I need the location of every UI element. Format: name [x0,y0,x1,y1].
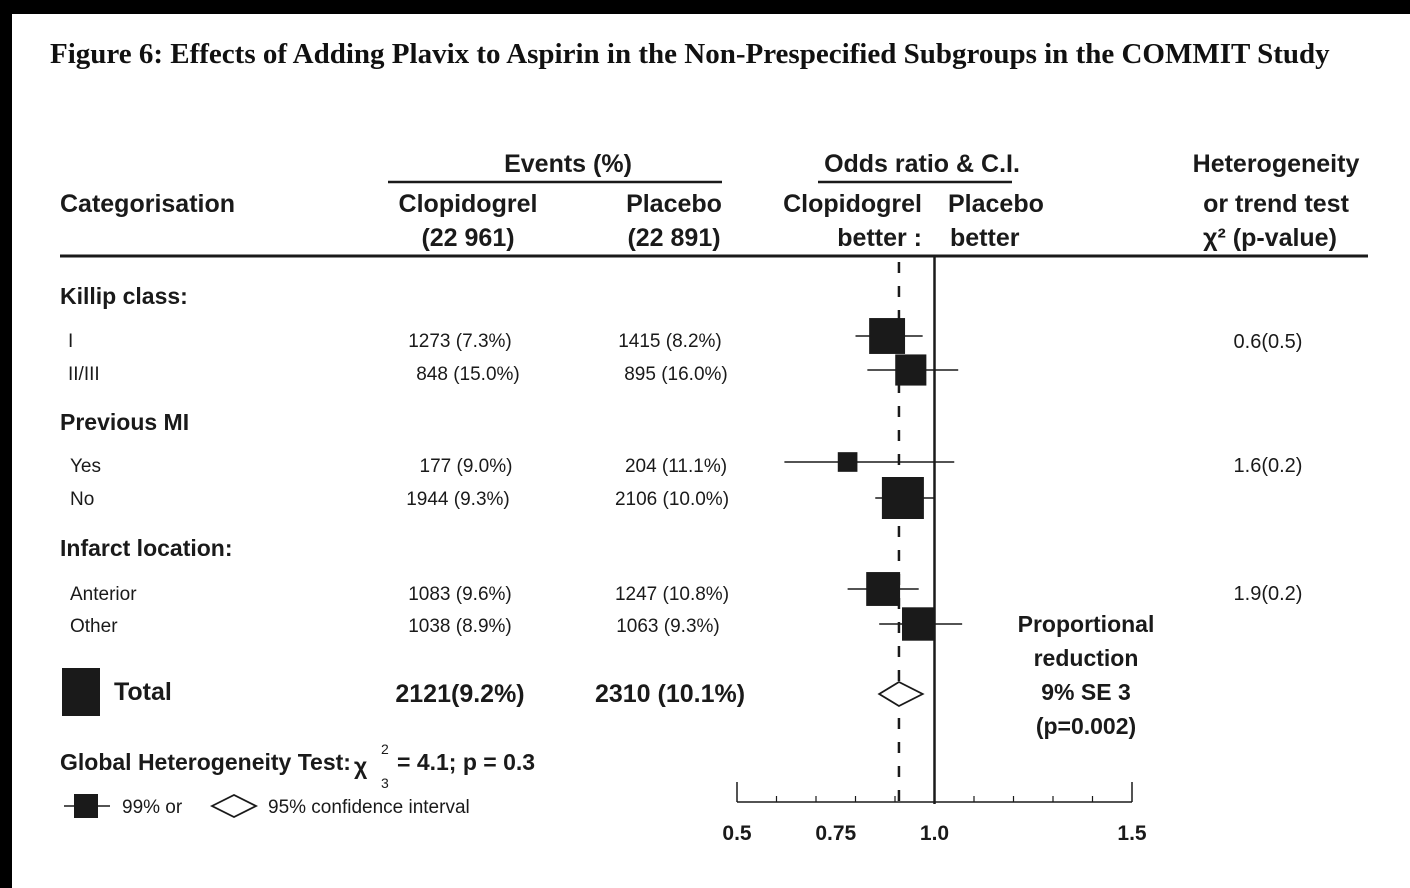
row-label: Other [70,616,118,637]
section-label-killip: Killip class: [60,283,188,309]
section-label-infarct: Infarct location: [60,535,233,561]
heterogeneity-value: 0.6(0.5) [1234,331,1303,353]
header-odds-ratio: Odds ratio & C.I. [824,150,1020,178]
total-clopidogrel-value: 2121(9.2%) [395,680,524,708]
estimate-square [866,572,901,606]
estimate-square [881,477,924,519]
header-right-better-1: Placebo [948,190,1044,218]
heterogeneity-value: 1.9(0.2) [1234,583,1303,605]
header-heterogeneity-3: χ² (p-value) [1203,224,1337,252]
legend-ci99-label: 99% or [122,797,183,818]
legend-ci95-label: 95% confidence interval [268,797,470,818]
proportional-reduction-line-2: reduction [1034,645,1139,671]
row-clopidogrel-value: 177 (9.0%) [420,456,513,477]
estimate-square [869,318,906,354]
header-placebo: Placebo [626,190,722,218]
proportional-reduction-line-1: Proportional [1018,611,1155,637]
estimate-square [902,607,936,641]
header-categorisation: Categorisation [60,190,235,218]
global-test-sup: 2 [381,741,389,757]
total-diamond [877,680,925,708]
global-test-chi: χ [354,753,368,779]
total-placebo-value: 2310 (10.1%) [595,680,745,708]
global-test-label: Global Heterogeneity Test: [60,749,351,775]
row-label: II/III [68,364,100,385]
header-events: Events (%) [504,150,632,178]
figure-title: Figure 6: Effects of Adding Plavix to As… [50,38,1330,70]
total-square-icon [62,668,100,716]
row-placebo-value: 204 (11.1%) [625,456,727,477]
header-clopidogrel: Clopidogrel [399,190,538,218]
row-placebo-value: 895 (16.0%) [624,364,728,385]
row-clopidogrel-value: 1038 (8.9%) [408,616,512,637]
x-tick-label: 0.5 [722,822,752,845]
row-label: Anterior [70,584,137,605]
section-label-previous-mi: Previous MI [60,409,189,435]
row-clopidogrel-value: 1083 (9.6%) [408,584,512,605]
header-right-better-2: better [950,224,1020,252]
proportional-reduction-line-3: 9% SE 3 [1041,679,1131,705]
global-test-value: = 4.1; p = 0.3 [397,749,535,775]
x-tick-label: 1.5 [1117,822,1147,845]
estimate-square [837,452,858,472]
total-label: Total [114,678,172,706]
forest-marks [784,256,963,804]
row-clopidogrel-value: 1273 (7.3%) [408,331,512,352]
figure-panel: Figure 6: Effects of Adding Plavix to As… [12,14,1410,888]
legend-diamond-icon [209,793,259,819]
row-placebo-value: 1247 (10.8%) [615,584,729,605]
header-heterogeneity-1: Heterogeneity [1193,150,1360,178]
header-placebo-n: (22 891) [627,224,720,252]
x-tick-label: 0.75 [815,822,856,845]
forest-plot: Categorisation Events (%) Clopidogrel (2… [60,150,1368,845]
x-axis: 0.5 0.75 1.0 1.5 [722,782,1147,845]
header-left-better-1: Clopidogrel [783,190,922,218]
row-clopidogrel-value: 1944 (9.3%) [406,489,510,510]
row-label: No [70,489,94,510]
header-clopidogrel-n: (22 961) [421,224,514,252]
header-heterogeneity-2: or trend test [1203,190,1350,218]
row-label: Yes [70,456,101,477]
global-test-sub: 3 [381,775,389,791]
row-placebo-value: 2106 (10.0%) [615,489,729,510]
row-placebo-value: 1415 (8.2%) [618,331,722,352]
header-left-better-2: better : [837,224,922,252]
row-label: I [68,331,73,352]
heterogeneity-value: 1.6(0.2) [1234,455,1303,477]
proportional-reduction-line-4: (p=0.002) [1036,713,1136,739]
row-placebo-value: 1063 (9.3%) [616,616,720,637]
x-tick-label: 1.0 [920,822,949,845]
estimate-square [895,354,927,386]
row-clopidogrel-value: 848 (15.0%) [416,364,520,385]
legend-square-icon [74,794,98,818]
